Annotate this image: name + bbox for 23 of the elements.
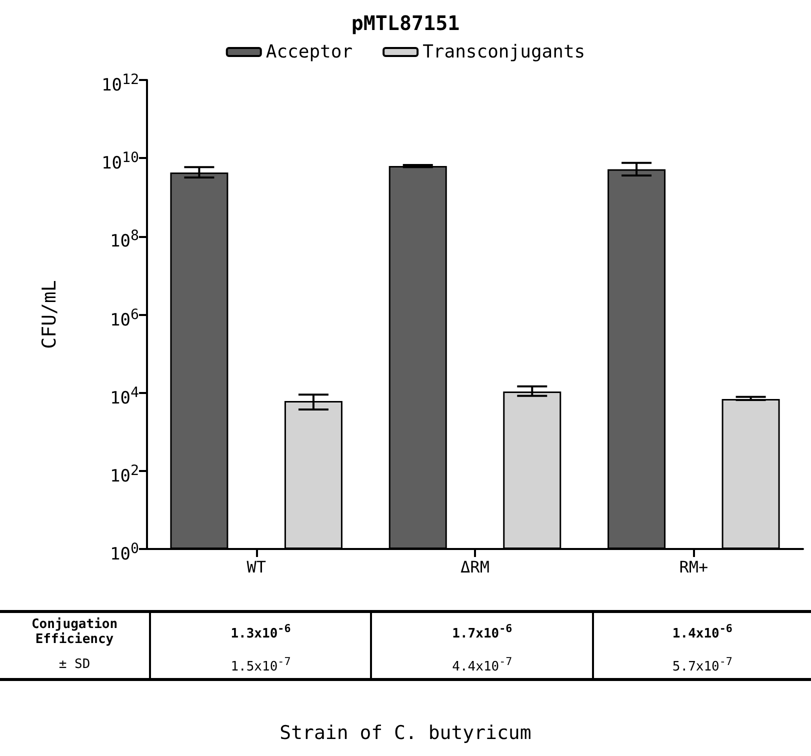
- text: 1.5x10$^{-7}$: [150, 651, 372, 680]
- y-tick-label: 10$^{8}$: [110, 227, 139, 253]
- y-tick-label: 10$^{6}$: [110, 306, 139, 332]
- legend-label: Transconjugants: [422, 42, 586, 62]
- y-tick-label: 10$^{4}$: [110, 384, 139, 410]
- y-tick-label: 10$^{0}$: [110, 540, 139, 566]
- text: 5.7x10$^{-7}$: [592, 651, 811, 680]
- text: Strain of C. butyricum: [278, 722, 532, 744]
- text: 1.7x10$^{-6}$: [371, 612, 593, 651]
- x-tick-label: ΔRM: [460, 558, 490, 576]
- y-tick-label: 10$^{2}$: [110, 462, 139, 488]
- text: 1.4x10$^{-6}$: [592, 612, 811, 651]
- y-tick-label: 10$^{12}$: [101, 71, 139, 97]
- y-axis-title: CFU/mL: [38, 280, 60, 349]
- text: Conjugation Efficiency: [0, 612, 150, 651]
- y-tick-label: 10$^{10}$: [101, 149, 139, 175]
- chart-title: pMTL87151: [351, 11, 460, 35]
- x-tick-label: WT: [246, 558, 266, 576]
- x-tick-label: RM+: [679, 558, 708, 576]
- text: ± SD: [0, 651, 150, 680]
- text: 1.3x10$^{-6}$: [150, 612, 372, 651]
- legend-label: Acceptor: [266, 42, 353, 62]
- text: 4.4x10$^{-7}$: [371, 651, 593, 680]
